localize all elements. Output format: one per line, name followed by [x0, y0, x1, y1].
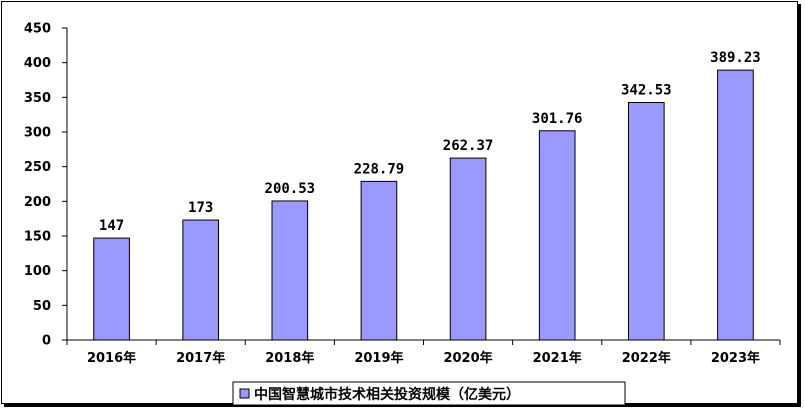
- y-tick-label: 50: [33, 299, 51, 314]
- data-label: 389.23: [710, 50, 761, 66]
- x-tick-label: 2021年: [533, 350, 582, 366]
- y-tick-label: 400: [24, 56, 51, 71]
- x-tick-label: 2016年: [87, 350, 136, 366]
- legend: 中国智慧城市技术相关投资规模（亿美元）: [232, 381, 626, 406]
- legend-swatch: [239, 388, 250, 399]
- x-tick-label: 2023年: [711, 350, 760, 366]
- y-tick-label: 300: [24, 126, 51, 141]
- x-tick-label: 2019年: [354, 350, 403, 366]
- data-label: 200.53: [265, 181, 316, 197]
- bars: [93, 69, 754, 341]
- y-axis: 0 50 100 150 200 250 300 350 400 450: [24, 22, 68, 349]
- y-tick-label: 150: [24, 230, 51, 245]
- bar: [93, 237, 130, 341]
- y-tick-label: 450: [24, 22, 51, 37]
- y-tick-label: 250: [24, 160, 51, 175]
- bar: [182, 219, 220, 341]
- bar: [449, 157, 487, 341]
- x-tick-label: 2022年: [622, 350, 671, 366]
- bar: [717, 69, 754, 341]
- x-tick-label: 2020年: [443, 350, 492, 366]
- legend-box: [232, 381, 626, 406]
- data-label: 262.37: [443, 138, 494, 154]
- y-tick-label: 0: [42, 334, 51, 349]
- data-label: 301.76: [532, 111, 583, 127]
- data-label: 342.53: [621, 83, 672, 99]
- x-tick-label: 2017年: [176, 350, 225, 366]
- chart-frame: [1, 1, 798, 404]
- x-axis: 2016年 2017年 2018年 2019年 2020年 2021年 2022年 2023年: [66, 339, 781, 366]
- y-tick-label: 100: [24, 264, 51, 279]
- bar: [538, 130, 576, 341]
- bar: [360, 180, 398, 341]
- legend-label: 中国智慧城市技术相关投资规模（亿美元）: [254, 386, 520, 403]
- x-tick-label: 2018年: [265, 350, 314, 366]
- bar: [271, 200, 309, 341]
- data-label: 228.79: [354, 161, 405, 177]
- data-label: 173: [188, 200, 213, 216]
- y-tick-label: 200: [24, 195, 51, 210]
- data-labels: 147 173 200.53 228.79 262.37 301.76 342.53 389.…: [99, 50, 761, 234]
- y-tick-label: 350: [24, 91, 51, 106]
- data-label: 147: [99, 218, 124, 234]
- bar: [627, 102, 665, 341]
